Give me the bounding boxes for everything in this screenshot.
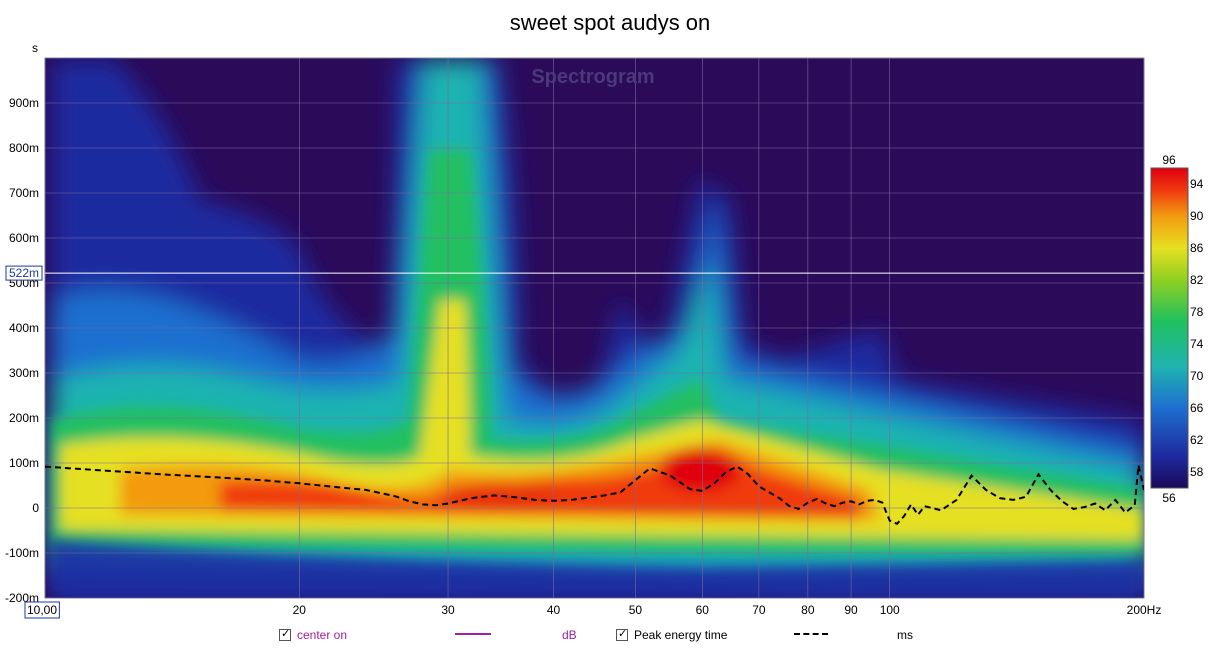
x-tick-label: 100	[880, 603, 900, 617]
colorbar-tick-label: 90	[1190, 209, 1204, 223]
legend-peak-unit: ms	[897, 628, 913, 642]
y-tick-label: 200m	[9, 411, 39, 425]
colorbar-tick-label: 56	[1162, 491, 1176, 505]
legend-center-swatch	[455, 633, 491, 635]
colorbar-tick-label: 62	[1190, 433, 1204, 447]
watermark: Spectrogram	[531, 66, 654, 88]
cursor-label-box	[5, 265, 43, 281]
y-tick-label: 800m	[9, 141, 39, 155]
x-tick-label: 60	[696, 603, 710, 617]
x-tick-label: 10,00	[27, 603, 57, 617]
x-tick-label: 40	[547, 603, 561, 617]
x-cursor-box	[24, 601, 60, 619]
colorbar-tick-label: 86	[1190, 241, 1204, 255]
x-tick-label: 20	[293, 603, 307, 617]
y-axis: 900m800m700m600m500m400m300m200m100m0-10…	[5, 96, 39, 605]
center-checkbox[interactable]	[279, 627, 291, 641]
y-tick-label: 300m	[9, 366, 39, 380]
cursor-label: 522m	[9, 266, 39, 280]
y-tick-label: 400m	[9, 321, 39, 335]
legend-peak: Peak energy time	[616, 626, 727, 644]
y-tick-label: 700m	[9, 186, 39, 200]
y-tick-label: -100m	[5, 546, 39, 560]
x-axis: 10,00 20 30 40 50 60 70 80 90 100 200Hz	[24, 601, 1162, 619]
x-tick-label: 70	[752, 603, 766, 617]
legend-peak-swatch	[794, 633, 828, 635]
colorbar-tick-label: 96	[1162, 153, 1176, 167]
x-tick-label: 200Hz	[1127, 603, 1162, 617]
peak-energy-series	[45, 465, 1144, 526]
legend-center: center on	[279, 626, 347, 644]
y-axis-unit: s	[32, 41, 38, 55]
y-tick-label: 100m	[9, 456, 39, 470]
colorbar-tick-label: 94	[1190, 177, 1204, 191]
peak-checkbox[interactable]	[616, 627, 628, 641]
colorbar-tick-label: 70	[1190, 369, 1204, 383]
heatmap-field	[52, 60, 1144, 598]
y-tick-label: 0	[32, 501, 39, 515]
colorbar-tick-label: 82	[1190, 273, 1204, 287]
x-tick-label: 90	[844, 603, 858, 617]
legend-center-unit: dB	[562, 628, 577, 642]
x-tick-label: 30	[441, 603, 455, 617]
y-tick-label: 900m	[9, 96, 39, 110]
colorbar-tick-label: 58	[1190, 465, 1204, 479]
colorbar-tick-label: 66	[1190, 401, 1204, 415]
chart-title: sweet spot audys on	[510, 10, 711, 35]
grid-lines	[44, 58, 1145, 599]
colorbar-gradient	[1150, 167, 1189, 489]
x-tick-label: 80	[801, 603, 815, 617]
y-tick-label: 600m	[9, 231, 39, 245]
legend-peak-label: Peak energy time	[634, 628, 728, 642]
cursor-line: 522m	[5, 265, 1144, 281]
colorbar-tick-label: 74	[1190, 337, 1204, 351]
colorbar: 96 94 90 86 82 78 74 70 66 62 58 56	[1150, 153, 1204, 505]
x-tick-label: 50	[629, 603, 643, 617]
legend-center-label: center on	[297, 628, 348, 642]
peak-energy-line	[45, 465, 1144, 526]
colorbar-tick-label: 78	[1190, 305, 1204, 319]
